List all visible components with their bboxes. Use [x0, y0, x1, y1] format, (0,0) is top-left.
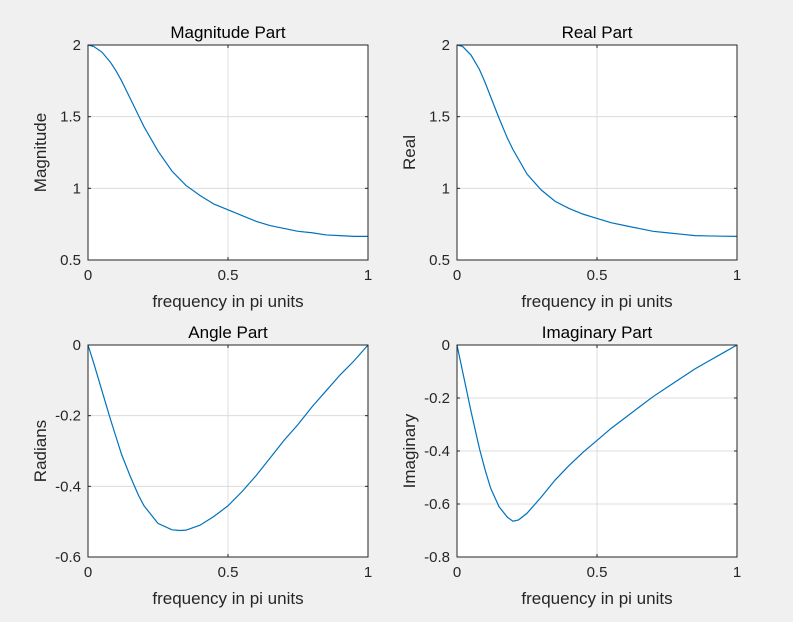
y-tick-label: -0.4 [55, 478, 81, 495]
y-tick-label: 1.5 [429, 109, 450, 126]
x-tick-label: 1 [733, 267, 741, 284]
y-tick-label: 2 [73, 37, 81, 54]
x-axis-label: frequency in pi units [521, 589, 672, 608]
x-axis-label: frequency in pi units [152, 292, 303, 311]
x-tick-label: 0 [453, 267, 461, 284]
y-tick-label: -0.6 [55, 549, 81, 566]
x-tick-label: 0 [84, 267, 92, 284]
y-tick-label: 1.5 [60, 109, 81, 126]
x-tick-label: 1 [364, 564, 372, 581]
y-tick-label: -0.8 [424, 549, 450, 566]
y-tick-label: 0 [73, 337, 81, 354]
x-axis-label: frequency in pi units [152, 589, 303, 608]
y-axis-label: Radians [31, 420, 50, 482]
series-line-real [456, 44, 738, 237]
y-axis-label: Magnitude [31, 113, 50, 192]
y-tick-label: -0.6 [424, 496, 450, 513]
y-tick-label: 0 [442, 337, 450, 354]
series-line-magnitude [87, 44, 368, 237]
y-axis-label: Imaginary [400, 413, 419, 488]
x-tick-label: 0.5 [587, 267, 608, 284]
y-tick-label: 1 [442, 180, 450, 197]
chart-title: Real Part [562, 23, 633, 42]
y-tick-label: -0.2 [424, 390, 450, 407]
y-tick-label: 1 [73, 180, 81, 197]
y-tick-label: 0.5 [429, 252, 450, 269]
x-tick-label: 1 [733, 564, 741, 581]
y-tick-label: 0.5 [60, 252, 81, 269]
chart-title: Magnitude Part [170, 23, 286, 42]
x-tick-label: 0 [453, 564, 461, 581]
chart-title: Imaginary Part [542, 323, 653, 342]
x-tick-label: 0.5 [218, 564, 239, 581]
x-tick-label: 0 [84, 564, 92, 581]
subplot-imaginary: 0 0.5 1 -0.8 -0.6 -0.4 -0.2 0 Imaginary Part freq… [400, 323, 741, 608]
series-line-imaginary [456, 344, 738, 522]
y-tick-label: -0.2 [55, 408, 81, 425]
x-tick-label: 0.5 [587, 564, 608, 581]
y-tick-label: 2 [442, 37, 450, 54]
y-tick-label: -0.4 [424, 443, 450, 460]
series-line-angle [87, 344, 369, 532]
chart-title: Angle Part [188, 323, 268, 342]
x-tick-label: 1 [364, 267, 372, 284]
x-axis-label: frequency in pi units [521, 292, 672, 311]
subplot-angle: 0 0.5 1 -0.6 -0.4 -0.2 0 Angle Part frequency in… [31, 323, 372, 608]
y-axis-label: Real [400, 135, 419, 170]
x-tick-label: 0.5 [218, 267, 239, 284]
